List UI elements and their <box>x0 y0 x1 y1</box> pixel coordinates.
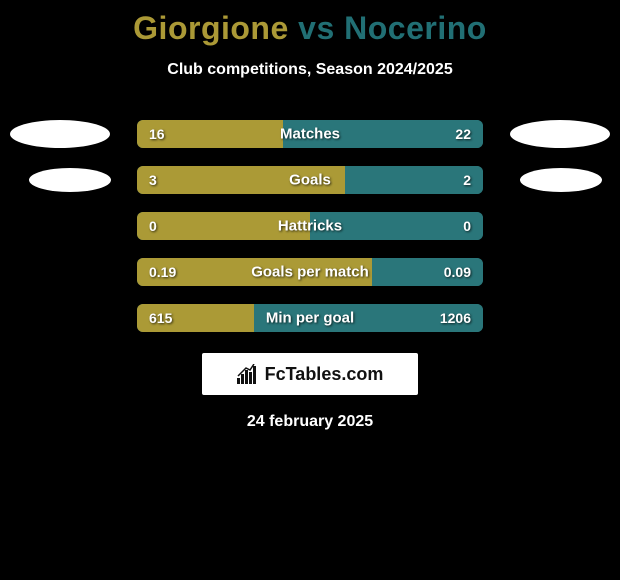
stat-value-right: 22 <box>455 126 471 142</box>
subtitle: Club competitions, Season 2024/2025 <box>0 61 620 79</box>
infographic-root: Giorgione vs Nocerino Club competitions,… <box>0 0 620 580</box>
brand-chart-icon <box>237 364 259 384</box>
stat-value-left: 16 <box>149 126 165 142</box>
stat-value-left: 0.19 <box>149 264 176 280</box>
stat-value-left: 3 <box>149 172 157 188</box>
brand-text: FcTables.com <box>265 364 384 385</box>
stat-bar: 0.19 0.09 Goals per match <box>137 258 483 286</box>
stat-bar: 3 2 Goals <box>137 166 483 194</box>
stat-row: 0.19 0.09 Goals per match <box>0 249 620 295</box>
stat-bar: 615 1206 Min per goal <box>137 304 483 332</box>
stat-value-right: 0 <box>463 218 471 234</box>
stat-row: 0 0 Hattricks <box>0 203 620 249</box>
stat-row: 16 22 Matches <box>0 111 620 157</box>
stat-row: 615 1206 Min per goal <box>0 295 620 341</box>
team-badge-left <box>29 168 111 192</box>
stat-bar: 0 0 Hattricks <box>137 212 483 240</box>
team-badge-right <box>510 120 610 148</box>
brand-badge: FcTables.com <box>202 353 418 395</box>
stat-label: Min per goal <box>266 310 354 327</box>
team-badge-left <box>10 120 110 148</box>
stat-label: Matches <box>280 126 340 143</box>
stat-value-left: 615 <box>149 310 172 326</box>
stat-label: Hattricks <box>278 218 342 235</box>
title-player1: Giorgione <box>133 10 289 46</box>
title-vs: vs <box>298 10 335 46</box>
title: Giorgione vs Nocerino <box>0 0 620 47</box>
stat-value-right: 0.09 <box>444 264 471 280</box>
team-badge-right <box>520 168 602 192</box>
stat-label: Goals <box>289 172 331 189</box>
stat-bar: 16 22 Matches <box>137 120 483 148</box>
stat-rows: 16 22 Matches 3 2 Goals 0 0 Hattricks 0.19 0.09 Goa… <box>0 111 620 341</box>
stat-value-left: 0 <box>149 218 157 234</box>
stat-label: Goals per match <box>251 264 369 281</box>
date: 24 february 2025 <box>0 413 620 431</box>
stat-row: 3 2 Goals <box>0 157 620 203</box>
stat-value-right: 2 <box>463 172 471 188</box>
title-player2: Nocerino <box>344 10 487 46</box>
stat-value-right: 1206 <box>440 310 471 326</box>
